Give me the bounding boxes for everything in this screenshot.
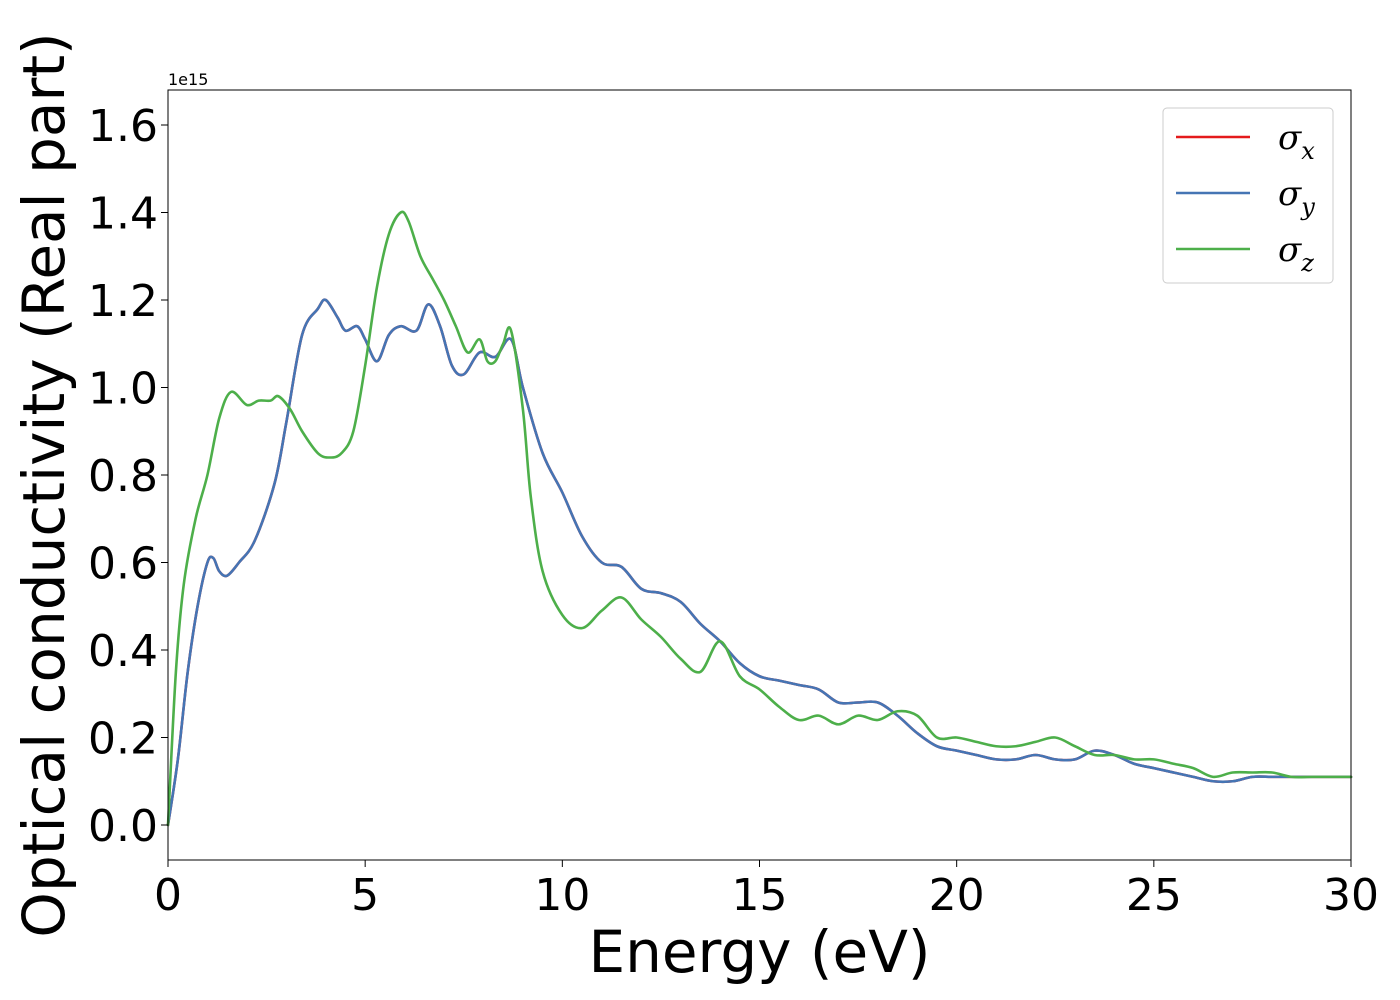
y-axis-ticks: 0.0 0.2 0.4 0.6 0.8 1.0 1.2 1.4 1.6 bbox=[88, 101, 168, 852]
y-tick-label: 0.8 bbox=[88, 451, 158, 502]
legend-label-z: σz bbox=[1278, 230, 1314, 277]
legend-label-y: σy bbox=[1278, 174, 1315, 221]
legend: σx σy σz bbox=[1162, 107, 1334, 284]
x-tick-label: 15 bbox=[732, 870, 788, 921]
y-axis-label: Optical conductivity (Real part) bbox=[10, 32, 78, 937]
x-axis-ticks: 0 5 10 15 20 25 30 bbox=[154, 860, 1379, 921]
y-tick-label: 0.6 bbox=[88, 539, 158, 590]
x-tick-label: 25 bbox=[1126, 870, 1182, 921]
x-tick-label: 20 bbox=[929, 870, 985, 921]
y-offset-label: 1e15 bbox=[168, 70, 208, 89]
x-tick-label: 30 bbox=[1323, 870, 1379, 921]
series-line-y bbox=[166, 298, 1353, 827]
x-axis-label: Energy (eV) bbox=[588, 918, 930, 986]
y-tick-label: 0.4 bbox=[88, 626, 158, 677]
x-tick-label: 10 bbox=[534, 870, 590, 921]
y-tick-label: 0.2 bbox=[88, 714, 158, 765]
legend-box bbox=[1162, 107, 1334, 284]
x-tick-label: 5 bbox=[351, 870, 379, 921]
y-tick-label: 1.6 bbox=[88, 101, 158, 152]
x-tick-label: 0 bbox=[154, 870, 182, 921]
series-line-z bbox=[166, 210, 1353, 827]
y-tick-label: 0.0 bbox=[88, 801, 158, 852]
y-tick-label: 1.2 bbox=[88, 276, 158, 327]
y-tick-label: 1.0 bbox=[88, 364, 158, 415]
series-line-x bbox=[166, 298, 1353, 827]
y-tick-label: 1.4 bbox=[88, 189, 158, 240]
legend-label-x: σx bbox=[1278, 118, 1315, 165]
series-layer bbox=[166, 210, 1353, 827]
